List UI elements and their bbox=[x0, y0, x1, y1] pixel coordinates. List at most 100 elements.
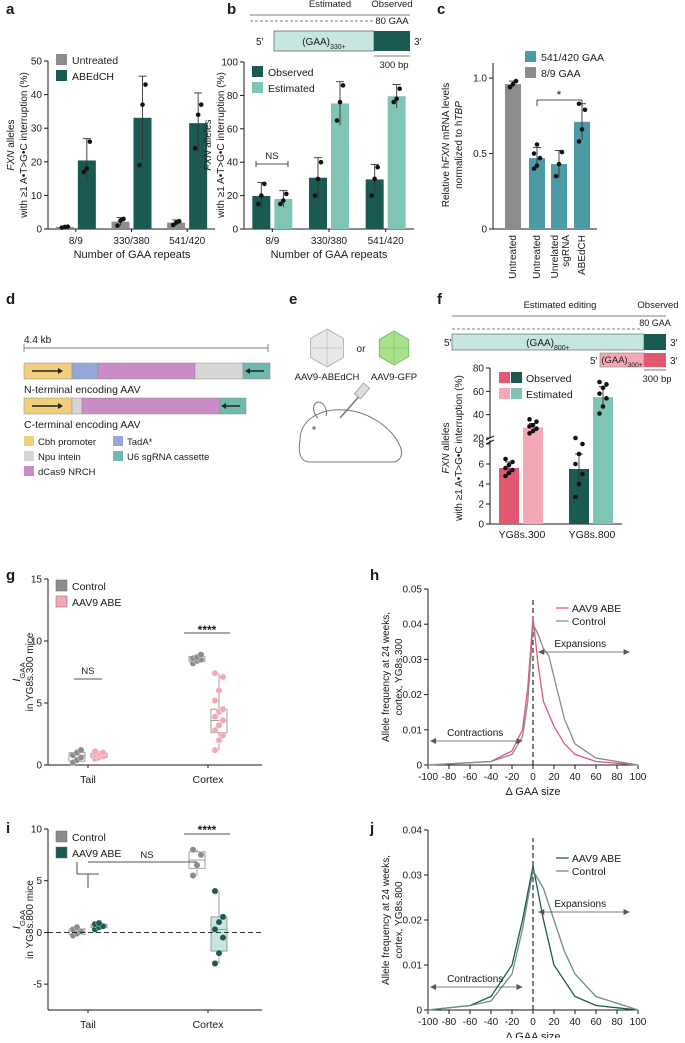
bar bbox=[274, 198, 293, 229]
legend-label: 541/420 GAA bbox=[541, 52, 604, 64]
label-part: I bbox=[11, 679, 23, 682]
u6-arrow-head bbox=[221, 403, 226, 409]
data-point bbox=[95, 919, 103, 927]
y-tick-label: 20 bbox=[31, 157, 43, 168]
label-part: FXN bbox=[203, 150, 214, 171]
label-part: alleles bbox=[441, 422, 452, 453]
y-tick-label: 10 bbox=[31, 637, 43, 648]
label-part: normalized to h bbox=[454, 121, 465, 189]
data-point bbox=[284, 191, 289, 197]
bar bbox=[551, 164, 567, 229]
data-point bbox=[530, 428, 536, 434]
mouse-eye-icon bbox=[312, 426, 316, 430]
panel-label: a bbox=[6, 1, 15, 18]
dcas9-segment bbox=[97, 362, 196, 380]
y-tick-label: 0 bbox=[36, 761, 42, 772]
legend-label: TadA* bbox=[127, 437, 153, 448]
panel-label: i bbox=[6, 820, 10, 837]
y-tick-label: 10 bbox=[31, 191, 43, 202]
data-point bbox=[503, 456, 508, 462]
data-point bbox=[556, 161, 562, 167]
data-point bbox=[315, 176, 321, 182]
axis-label: Relative hFXN mRNA levels bbox=[441, 83, 452, 207]
promoter-arrow-head bbox=[58, 403, 63, 409]
annotation-label: Contractions bbox=[447, 728, 503, 739]
data-point bbox=[65, 224, 71, 229]
data-point bbox=[576, 451, 582, 457]
data-point bbox=[369, 193, 374, 198]
prime-label: 3′ bbox=[670, 338, 678, 349]
y-tick-label: 6 bbox=[478, 460, 484, 471]
data-point bbox=[604, 396, 609, 401]
legend-label: Control bbox=[72, 832, 106, 844]
data-point bbox=[600, 385, 606, 391]
legend-swatch bbox=[499, 388, 510, 399]
data-point bbox=[262, 181, 267, 187]
data-point bbox=[527, 417, 532, 422]
observed-box bbox=[374, 31, 410, 51]
y-tick-label: 0.04 bbox=[403, 826, 423, 837]
data-point bbox=[573, 494, 578, 500]
data-point bbox=[219, 716, 227, 724]
size-label: 4.4 kb bbox=[24, 335, 52, 346]
data-point bbox=[259, 193, 264, 198]
scale-label: 300 bp bbox=[642, 374, 671, 385]
axis-label: (GAA)300+ bbox=[601, 355, 642, 369]
observed-box-300 bbox=[644, 353, 666, 367]
data-point bbox=[81, 169, 87, 175]
prime-label: 5′ bbox=[256, 37, 264, 48]
panel-label: j bbox=[369, 820, 374, 837]
promoter-arrow-head bbox=[58, 368, 63, 374]
data-point bbox=[534, 426, 539, 431]
data-point bbox=[510, 81, 516, 87]
panel-label: e bbox=[289, 291, 297, 308]
x-tick-label: 0 bbox=[530, 1017, 536, 1028]
sig-label: **** bbox=[198, 623, 217, 637]
data-point bbox=[503, 465, 508, 471]
label-part: GAA bbox=[18, 661, 27, 678]
data-point bbox=[372, 176, 377, 182]
data-point bbox=[391, 99, 396, 105]
bar bbox=[569, 469, 589, 524]
data-point bbox=[219, 705, 227, 713]
label-part: FXN bbox=[6, 150, 17, 171]
data-point bbox=[534, 163, 540, 168]
legend-swatch bbox=[252, 82, 263, 93]
y-tick-label: 15 bbox=[31, 575, 43, 586]
arrow-head bbox=[430, 738, 437, 744]
data-point bbox=[215, 736, 223, 744]
sig-label: **** bbox=[198, 823, 217, 837]
data-point bbox=[510, 459, 515, 465]
legend-swatch bbox=[24, 451, 34, 461]
axis-label: normalized to hTBP bbox=[454, 101, 465, 189]
data-point bbox=[198, 102, 204, 107]
bar bbox=[365, 179, 384, 229]
data-point bbox=[192, 146, 198, 151]
label-part: 300+ bbox=[628, 362, 643, 369]
y-tick-label: 40 bbox=[31, 90, 43, 101]
panel-label: h bbox=[370, 567, 379, 584]
data-point bbox=[197, 851, 205, 859]
data-point bbox=[189, 872, 197, 879]
x-tick-label: -60 bbox=[463, 1017, 478, 1028]
bar bbox=[505, 84, 521, 229]
label-part: GAA bbox=[18, 909, 27, 926]
x-tick-label: Cortex bbox=[193, 774, 225, 786]
legend-label: AAV9 ABE bbox=[72, 848, 121, 860]
x-tick-label: 0 bbox=[530, 772, 536, 783]
legend-swatch bbox=[55, 595, 68, 608]
x-tick-label: -100 bbox=[418, 772, 438, 783]
y-tick-label: 1.0 bbox=[473, 74, 487, 85]
y-tick-label: 4 bbox=[478, 480, 484, 491]
data-point bbox=[582, 107, 588, 113]
y-tick-label: 8 bbox=[478, 440, 484, 451]
data-point bbox=[537, 155, 543, 161]
data-point bbox=[115, 223, 120, 228]
npu-intein bbox=[71, 397, 83, 415]
data-point bbox=[375, 164, 380, 170]
data-point bbox=[312, 193, 318, 198]
legend-swatch bbox=[55, 579, 68, 592]
data-point bbox=[256, 201, 261, 207]
y-tick-label: 0.02 bbox=[403, 916, 423, 927]
x-tick-label: -40 bbox=[484, 772, 499, 783]
